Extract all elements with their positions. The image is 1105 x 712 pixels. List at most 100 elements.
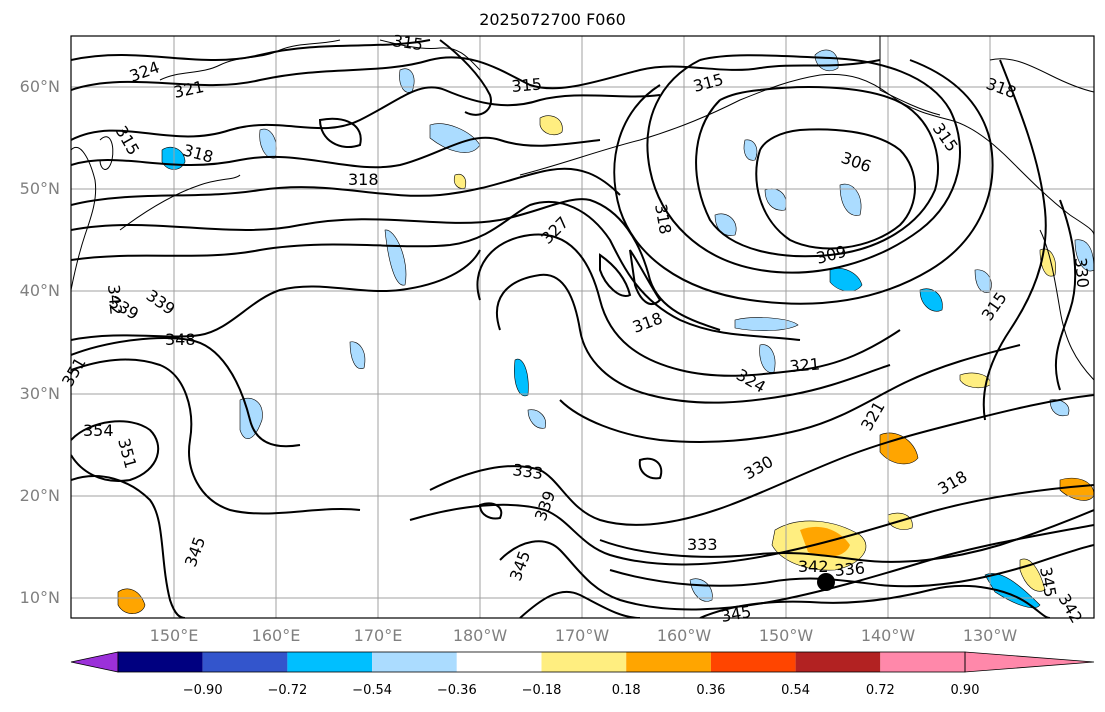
contour-line — [519, 590, 641, 618]
lon-label: 170°E — [353, 626, 403, 645]
contour-label: 318 — [181, 141, 215, 167]
shade-negative — [764, 188, 787, 211]
contour-line — [71, 249, 481, 341]
map-title: 2025072700 F060 — [479, 10, 626, 29]
contour-line — [982, 59, 1047, 421]
contour-label: 321 — [857, 398, 889, 434]
colorbar-tick-label: 0.36 — [696, 683, 726, 698]
shade-positive — [879, 432, 919, 465]
colorbar-segment — [118, 652, 203, 672]
contour-label: 333 — [511, 460, 544, 483]
contour-line — [71, 475, 186, 618]
lat-label: 40°N — [19, 281, 60, 300]
contour-line — [1054, 199, 1077, 391]
contour-line — [599, 509, 1094, 563]
contour-label-layer: 315 324 321 315 318 318 315 315 318 306 … — [58, 31, 1093, 626]
shade-negative — [984, 573, 1041, 609]
lon-label: 170°W — [554, 626, 610, 645]
contour-label: 348 — [165, 330, 196, 349]
lat-label: 60°N — [19, 77, 60, 96]
contour-label: 309 — [814, 242, 848, 268]
colorbar-segment — [795, 652, 881, 672]
colorbar-tick-label: 0.18 — [611, 683, 641, 698]
shade-negative — [384, 229, 407, 286]
coastline — [519, 73, 1094, 236]
contour-label: 315 — [978, 288, 1011, 324]
contour-label: 354 — [83, 421, 114, 440]
contour-label: 321 — [172, 77, 206, 102]
contour-label: 345 — [719, 602, 752, 626]
shade-negative — [839, 183, 862, 216]
contour-label: 315 — [691, 70, 725, 96]
contour-layer — [71, 39, 1094, 618]
shade-negative — [919, 288, 943, 312]
contour-line — [478, 502, 503, 520]
shade-negative — [527, 409, 546, 429]
contour-line — [629, 249, 662, 305]
contour-line — [495, 273, 891, 404]
contour-label: 339 — [531, 488, 559, 523]
contour-line — [559, 344, 1021, 443]
contour-line — [71, 337, 301, 448]
shade-positive — [1059, 477, 1094, 501]
contour-label: 351 — [114, 436, 140, 470]
contour-label: 324 — [127, 57, 162, 85]
coastline — [99, 136, 114, 170]
lat-label: 20°N — [19, 486, 60, 505]
lon-label: 160°E — [251, 626, 301, 645]
contour-line — [599, 253, 632, 297]
contour-line — [71, 198, 721, 331]
colorbar-tick-label: −0.18 — [521, 683, 562, 698]
shade-positive — [117, 588, 146, 614]
shade-negative — [734, 317, 799, 331]
lat-label: 50°N — [19, 179, 60, 198]
shade-negative — [714, 213, 737, 236]
lon-label: 150°E — [149, 626, 199, 645]
graticule — [71, 36, 1094, 618]
contour-label: 318 — [651, 202, 675, 235]
shade-positive — [453, 173, 467, 189]
contour-line — [476, 233, 901, 377]
colorbar-tick-label: 0.72 — [865, 683, 895, 698]
colorbar-extend-low — [70, 651, 119, 673]
lon-label: 140°W — [860, 626, 916, 645]
colorbar-segment — [202, 652, 288, 672]
coastline-layer — [71, 36, 1094, 381]
contour-label: 345 — [1036, 565, 1060, 598]
lon-label: 150°W — [758, 626, 814, 645]
contour-line — [71, 136, 601, 169]
contour-line — [695, 86, 940, 258]
shade-negative — [743, 139, 758, 161]
contour-label: 342 — [798, 557, 829, 576]
contour-label: 345 — [181, 534, 209, 569]
coastline — [1039, 229, 1094, 381]
contour-label: 318 — [984, 74, 1019, 102]
coastline — [71, 147, 97, 291]
shade-negative — [239, 397, 263, 439]
colorbar-segment — [287, 652, 373, 672]
contour-line — [71, 200, 801, 341]
contour-line — [429, 394, 1094, 526]
lat-label: 30°N — [19, 384, 60, 403]
shade-negative — [429, 123, 481, 153]
contour-line — [613, 59, 994, 305]
shaded-field-layer — [117, 49, 1094, 614]
contour-line — [609, 544, 1094, 588]
contour-label: 342 — [104, 284, 126, 316]
colorbar-tick-label: 0.90 — [950, 683, 980, 698]
shade-positive — [539, 115, 563, 136]
coastline — [379, 39, 481, 71]
colorbar-segment — [880, 652, 965, 672]
contour-line — [638, 457, 663, 480]
contour-label: 318 — [935, 467, 971, 499]
contour-label: 330 — [1071, 257, 1093, 289]
contour-label: 315 — [112, 123, 144, 159]
contour-line — [409, 484, 1094, 566]
shade-negative — [759, 344, 776, 373]
contour-label: 321 — [789, 354, 821, 376]
colorbar-tick-label: −0.72 — [267, 683, 308, 698]
coastline — [119, 174, 241, 231]
shade-negative — [514, 358, 529, 397]
contour-label: 336 — [834, 558, 866, 580]
